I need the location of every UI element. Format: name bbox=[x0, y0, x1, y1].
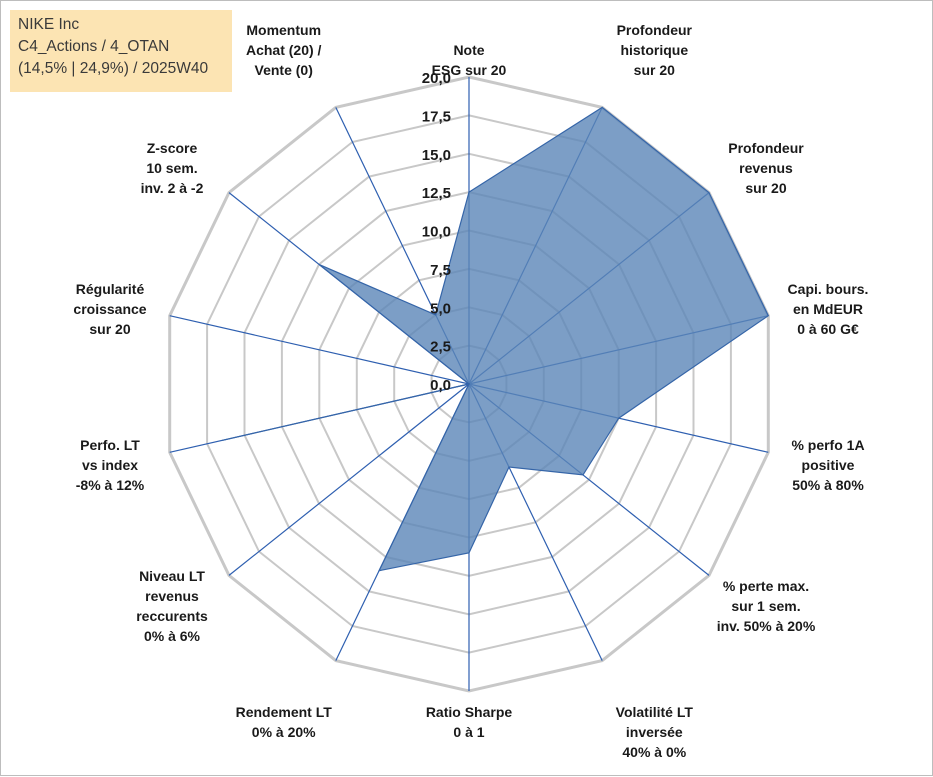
series-layer bbox=[221, 106, 770, 572]
category-label-line: 10 sem. bbox=[146, 160, 197, 176]
category-label: Régularité croissance sur 20 bbox=[73, 281, 146, 337]
category-label-line: 40% à 0% bbox=[622, 744, 686, 760]
category-label-line: croissance bbox=[73, 301, 146, 317]
category-label-line: -8% à 12% bbox=[76, 477, 145, 493]
axis-line bbox=[169, 315, 470, 385]
tick-label: 10,0 bbox=[422, 224, 451, 241]
category-label-line: vs index bbox=[82, 457, 138, 473]
category-label-line: Régularité bbox=[76, 281, 145, 297]
category-label-line: Achat (20) / bbox=[246, 42, 322, 58]
category-label-line: en MdEUR bbox=[793, 301, 863, 317]
tick-label: 12,5 bbox=[422, 185, 451, 202]
category-label: Profondeur revenus sur 20 bbox=[728, 140, 804, 196]
category-label-line: % perfo 1A bbox=[791, 437, 864, 453]
category-label-line: Ratio Sharpe bbox=[426, 704, 513, 720]
category-label: Note ESG sur 20 bbox=[432, 42, 507, 78]
category-label-line: 0 à 1 bbox=[453, 724, 484, 740]
tick-labels: 0,0 2,5 5,0 7,5 10,0 12,5 15,0 17,5 20,0 bbox=[422, 70, 451, 394]
category-label: Rendement LT 0% à 20% bbox=[236, 704, 333, 740]
category-label-line: inv. 2 à -2 bbox=[141, 180, 204, 196]
category-label-line: sur 20 bbox=[745, 180, 786, 196]
tick-label: 17,5 bbox=[422, 108, 451, 125]
category-label: Volatilité LT inversée 40% à 0% bbox=[616, 704, 694, 760]
category-label-line: 0% à 20% bbox=[252, 724, 316, 740]
category-label-line: Perfo. LT bbox=[80, 437, 140, 453]
category-label-line: historique bbox=[620, 42, 688, 58]
category-label-line: % perte max. bbox=[723, 578, 809, 594]
category-label-line: 0 à 60 G€ bbox=[797, 321, 859, 337]
category-label-line: revenus bbox=[739, 160, 793, 176]
category-label-line: Note bbox=[453, 42, 484, 58]
category-label-line: 0% à 6% bbox=[144, 628, 201, 644]
portfolio-path: C4_Actions / 4_OTAN bbox=[18, 38, 170, 55]
period-stats: (14,5% | 24,9%) / 2025W40 bbox=[18, 60, 209, 77]
tick-label: 5,0 bbox=[430, 300, 451, 317]
category-label-line: Z-score bbox=[147, 140, 198, 156]
category-label-line: revenus bbox=[145, 588, 199, 604]
category-label-line: Momentum bbox=[246, 22, 321, 38]
category-label-line: Profondeur bbox=[617, 22, 693, 38]
tick-label: 20,0 bbox=[422, 70, 451, 87]
category-label-line: Niveau LT bbox=[139, 568, 205, 584]
category-label-line: 50% à 80% bbox=[792, 477, 864, 493]
category-labels: Note ESG sur 20 Profondeur historique sur 20… bbox=[73, 22, 868, 760]
category-label: Capi. bours. en MdEUR 0 à 60 G€ bbox=[788, 281, 869, 337]
tick-label: 15,0 bbox=[422, 147, 451, 164]
category-label-line: Vente (0) bbox=[255, 62, 313, 78]
category-label: Niveau LT revenus reccurents 0% à 6% bbox=[136, 568, 208, 644]
category-label-line: Capi. bours. bbox=[788, 281, 869, 297]
company-name: NIKE Inc bbox=[18, 16, 80, 33]
category-label-line: Rendement LT bbox=[236, 704, 333, 720]
category-label: Momentum Achat (20) / Vente (0) bbox=[246, 22, 322, 78]
category-label-line: sur 1 sem. bbox=[731, 598, 800, 614]
info-box: NIKE Inc C4_Actions / 4_OTAN (14,5% | 24… bbox=[10, 10, 232, 92]
category-label: % perte max. sur 1 sem. inv. 50% à 20% bbox=[717, 578, 816, 634]
series-area bbox=[221, 106, 770, 572]
category-label: Z-score 10 sem. inv. 2 à -2 bbox=[141, 140, 204, 196]
category-label-line: sur 20 bbox=[634, 62, 675, 78]
category-label-line: ESG sur 20 bbox=[432, 62, 507, 78]
axis-line bbox=[228, 383, 470, 576]
category-label-line: inv. 50% à 20% bbox=[717, 618, 816, 634]
category-label: Profondeur historique sur 20 bbox=[617, 22, 693, 78]
category-label-line: Volatilité LT bbox=[616, 704, 694, 720]
category-label-line: inversée bbox=[626, 724, 683, 740]
category-label: Ratio Sharpe 0 à 1 bbox=[426, 704, 513, 740]
tick-label: 2,5 bbox=[430, 339, 451, 356]
tick-label: 7,5 bbox=[430, 262, 451, 279]
category-label: % perfo 1A positive 50% à 80% bbox=[791, 437, 864, 493]
category-label: Perfo. LT vs index -8% à 12% bbox=[76, 437, 145, 493]
tick-label: 0,0 bbox=[430, 377, 451, 394]
category-label-line: Profondeur bbox=[728, 140, 804, 156]
category-label-line: positive bbox=[802, 457, 855, 473]
category-label-line: reccurents bbox=[136, 608, 208, 624]
category-label-line: sur 20 bbox=[89, 321, 130, 337]
